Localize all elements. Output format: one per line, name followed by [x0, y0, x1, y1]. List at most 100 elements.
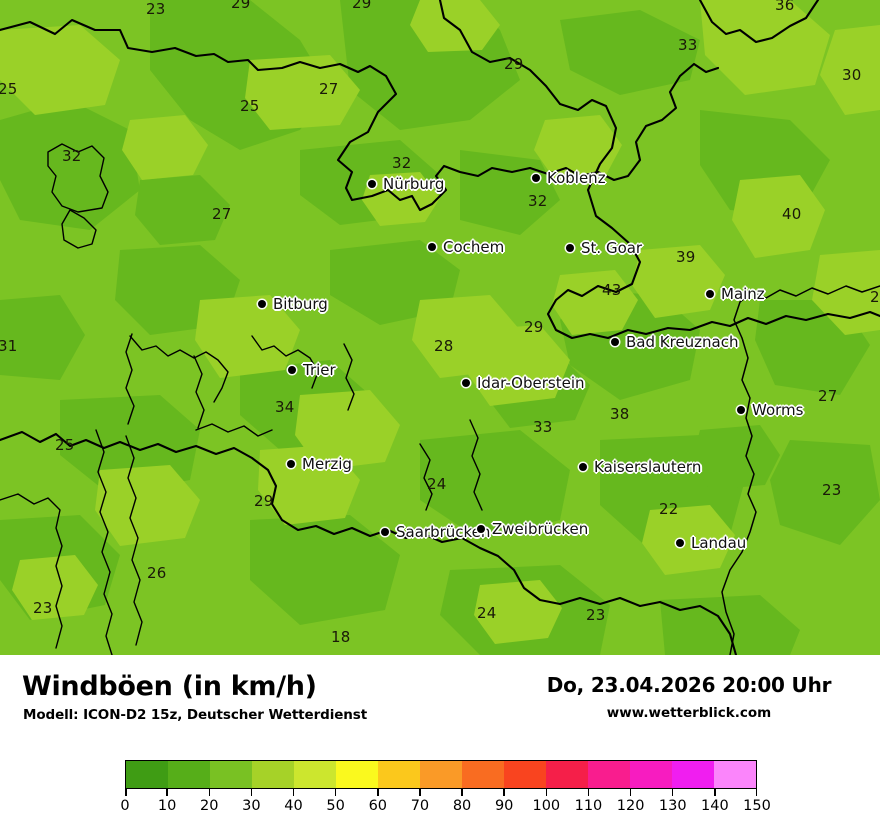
gust-value-label: 32: [62, 147, 82, 165]
city-label: Trier: [303, 361, 336, 379]
colorbar-tick-label: 60: [368, 798, 388, 814]
colorbar-tick-label: 80: [452, 798, 472, 814]
colorbar-segment: [210, 761, 252, 788]
colorbar-tick-label: 20: [200, 798, 219, 814]
colorbar-segment: [336, 761, 378, 788]
gust-value-label: 43: [602, 281, 622, 299]
city-marker[interactable]: Worms: [737, 401, 803, 419]
city-marker[interactable]: Landau: [676, 534, 746, 552]
map-raster-layer: [0, 0, 880, 655]
city-label: Mainz: [721, 285, 765, 303]
colorbar-tick: [587, 789, 590, 796]
weather-map[interactable]: 23 29 29 33 36 30 25 27 25 32 32 32 29 27 40 39 43 2 31 29 2…: [0, 0, 880, 658]
city-dot-icon: [737, 406, 745, 414]
city-label: Koblenz: [547, 169, 606, 187]
colorbar-tick: [545, 789, 548, 796]
city-marker[interactable]: Bitburg: [258, 295, 328, 313]
colorbar-segment: [672, 761, 714, 788]
city-dot-icon: [381, 528, 389, 536]
colorbar-ticks: [125, 789, 757, 797]
colorbar-tick-label: 10: [157, 798, 177, 814]
city-marker[interactable]: Idar-Oberstein: [462, 374, 585, 392]
gust-value-label: 27: [818, 387, 838, 405]
city-marker[interactable]: Bad Kreuznach: [611, 333, 739, 351]
gust-value-label: 29: [231, 0, 251, 12]
colorbar-tick-label: 0: [120, 798, 130, 814]
colorbar-tick-label: 130: [658, 798, 687, 814]
city-label: Zweibrücken: [492, 520, 589, 538]
city-label: Kaiserslautern: [594, 458, 702, 476]
city-dot-icon: [676, 539, 684, 547]
city-dot-icon: [462, 379, 470, 387]
city-marker[interactable]: Trier: [288, 361, 336, 379]
gust-value-label: 24: [427, 475, 447, 493]
gust-value-label: 18: [331, 628, 351, 646]
gust-value-label: 26: [147, 564, 167, 582]
gust-value-label: 23: [822, 481, 842, 499]
colorbar-segment: [168, 761, 210, 788]
city-label: Cochem: [443, 238, 505, 256]
colorbar-tick: [714, 789, 716, 796]
city-marker[interactable]: Cochem: [428, 238, 504, 256]
map-footer: Windböen (in km/h) Modell: ICON-D2 15z, …: [0, 655, 880, 830]
city-dot-icon: [611, 338, 619, 346]
colorbar-segment: [462, 761, 504, 788]
city-marker[interactable]: Kaiserslautern: [579, 458, 701, 476]
colorbar-tick-label: 120: [616, 798, 645, 814]
city-label: Saarbrücken: [396, 523, 491, 541]
gust-value-label: 25: [240, 97, 260, 115]
gust-value-label: 2: [870, 288, 880, 306]
colorbar-segment: [504, 761, 546, 788]
city-marker[interactable]: Merzig: [287, 455, 352, 473]
colorbar-tick-label: 70: [410, 798, 430, 814]
colorbar-segment: [126, 761, 168, 788]
gust-value-label: 28: [434, 337, 454, 355]
city-dot-icon: [566, 244, 574, 252]
colorbar-tick: [377, 789, 379, 796]
forecast-timestamp: Do, 23.04.2026 20:00 Uhr: [546, 673, 832, 697]
city-dot-icon: [428, 243, 436, 251]
colorbar-tick: [250, 789, 253, 796]
colorbar-tick: [503, 789, 505, 796]
gust-value-label: 29: [504, 55, 524, 73]
colorbar-tick: [419, 789, 421, 796]
colorbar-tick-labels: 0 10 20 30 40 50 60 70 80 90 100 110 120 130 140 150: [120, 797, 770, 817]
gust-value-label: 25: [0, 80, 18, 98]
city-marker[interactable]: Mainz: [706, 285, 765, 303]
city-label: Landau: [691, 534, 747, 552]
map-high-band-patches: [0, 0, 880, 644]
city-dot-icon: [368, 180, 376, 188]
colorbar-tick: [671, 789, 674, 796]
gust-value-label: 32: [392, 154, 412, 172]
gust-value-label: 34: [275, 398, 295, 416]
city-marker[interactable]: Koblenz: [532, 169, 606, 187]
gust-value-label: 30: [842, 66, 862, 84]
gust-value-label: 27: [319, 80, 339, 98]
colorbar-tick-label: 150: [743, 798, 771, 814]
gust-value-label: 40: [782, 205, 802, 223]
city-marker[interactable]: Saarbrücken: [381, 523, 490, 541]
city-label: Bitburg: [273, 295, 328, 313]
city-marker[interactable]: Nürburg: [368, 175, 444, 193]
colorbar-tick: [125, 789, 127, 796]
gust-value-label: 38: [610, 405, 630, 423]
city-dot-icon: [288, 366, 296, 374]
gust-value-label: 29: [254, 492, 274, 510]
city-dot-icon: [579, 463, 587, 471]
title-block: Windböen (in km/h) Modell: ICON-D2 15z, …: [22, 673, 367, 723]
city-marker[interactable]: Zweibrücken: [477, 520, 588, 538]
gust-value-label: 36: [775, 0, 795, 14]
gust-value-label: 33: [678, 36, 698, 54]
colorbar-tick: [166, 789, 168, 796]
colorbar-segment: [378, 761, 420, 788]
colorbar-tick-label: 50: [326, 798, 345, 814]
colorbar-tick: [292, 789, 295, 796]
city-marker[interactable]: St. Goar: [566, 239, 642, 257]
colorbar-legend: 0 10 20 30 40 50 60 70 80 90 100 110 120 130 140 150: [120, 760, 771, 817]
colorbar-segment: [252, 761, 294, 788]
city-label: St. Goar: [581, 239, 643, 257]
gust-value-label: 29: [524, 318, 544, 336]
city-dot-icon: [706, 290, 714, 298]
colorbar-tick-label: 40: [284, 798, 303, 814]
gust-value-label: 22: [659, 500, 679, 518]
